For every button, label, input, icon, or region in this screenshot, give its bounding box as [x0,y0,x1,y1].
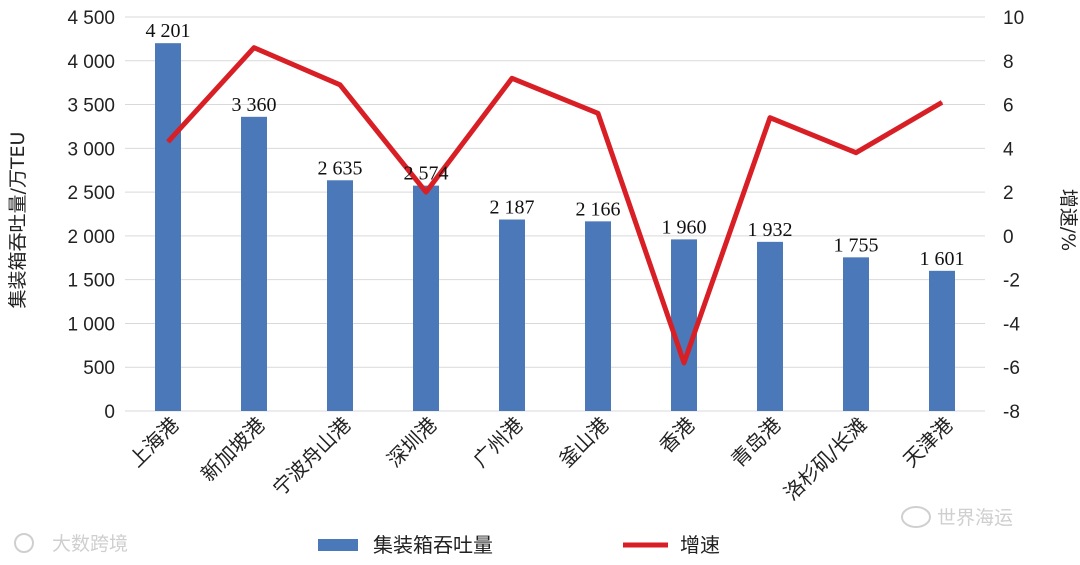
bar-value-label: 1 932 [748,219,793,241]
growth-point [855,152,857,154]
category-label: 香港 [654,413,699,458]
bar [929,270,955,411]
bar-value-label: 2 574 [404,163,449,185]
bar [585,221,611,411]
category-label: 洛杉矶/长滩 [779,413,871,505]
growth-point [339,84,341,86]
y2-tick-label: 8 [1003,52,1014,73]
growth-point [683,362,685,364]
legend: 集装箱吞吐量 增速 [318,533,720,557]
watermark-left: 大数跨境 [14,533,128,555]
bar-value-label: 2 166 [576,198,621,220]
y2-tick-label: -8 [1003,402,1020,423]
bar-data-labels: 4 201 3 360 2 635 2 574 2 187 2 166 1 960 1 932… [146,20,965,270]
category-label: 釜山港 [554,413,613,472]
watermark-logo-icon [14,533,34,553]
category-label: 广州港 [468,413,527,472]
bar-value-label: 2 187 [490,197,535,219]
bar [671,239,697,411]
bar [499,219,525,411]
y2-tick-label: -2 [1003,271,1020,292]
y-tick-label: 4 500 [67,8,115,29]
y2-tick-label: 0 [1003,227,1014,248]
bar-value-label: 2 635 [318,157,363,179]
y-tick-label: 2 500 [67,183,115,204]
bar [241,116,267,412]
growth-point [167,141,169,143]
growth-line-series [166,45,944,366]
bar [327,180,353,411]
bar-value-label: 4 201 [146,20,191,42]
y-tick-label: 2 000 [67,227,115,248]
bar-value-label: 1 755 [834,234,879,256]
y-tick-label: 3 500 [67,96,115,117]
left-axis-ticks: 0 500 1 000 1 500 2 000 2 500 3 000 3 500 4 000 4… [67,8,115,423]
bar [413,185,439,411]
bar [843,257,869,411]
legend-line-label: 增速 [680,533,720,557]
bar-series [155,43,955,412]
watermark-right-text: 世界海运 [937,507,1013,529]
growth-point [769,117,771,119]
growth-point [941,101,943,103]
category-label: 天津港 [898,413,957,472]
y2-tick-label: 4 [1003,139,1014,160]
y-tick-label: 0 [104,402,115,423]
category-label: 宁波舟山港 [268,413,356,501]
bar [757,241,783,411]
growth-point [425,191,427,193]
growth-point [597,112,599,114]
y-tick-label: 4 000 [67,52,115,73]
right-axis-title: 增速/% [1057,189,1079,251]
category-label: 新加坡港 [196,413,270,487]
y2-tick-label: -4 [1003,314,1020,335]
bar-value-label: 3 360 [232,94,277,116]
growth-point [511,77,513,79]
legend-bar-label: 集装箱吞吐量 [373,533,493,557]
y-tick-label: 1 000 [67,314,115,335]
y2-tick-label: -6 [1003,358,1020,379]
watermark-left-text: 大数跨境 [52,533,128,555]
y2-tick-label: 6 [1003,96,1014,117]
growth-line [166,45,944,366]
y-tick-label: 1 500 [67,271,115,292]
y2-tick-label: 10 [1003,8,1024,29]
category-label: 青岛港 [726,413,785,472]
wechat-icon [901,506,931,528]
growth-point [253,47,255,49]
y-tick-label: 500 [83,358,115,379]
gridlines [125,16,985,412]
y-tick-label: 3 000 [67,139,115,160]
category-label: 上海港 [124,413,183,472]
bar-value-label: 1 601 [920,248,965,270]
category-label: 深圳港 [382,413,441,472]
legend-bar-swatch [318,539,358,551]
right-axis-ticks: -8 -6 -4 -2 0 2 4 6 8 10 [1003,8,1024,423]
watermark-right: 世界海运 [901,506,1013,529]
left-axis-title: 集装箱吞吐量/万TEU [7,132,29,309]
bar [155,43,181,412]
bar-value-label: 1 960 [662,216,707,238]
y2-tick-label: 2 [1003,183,1014,204]
